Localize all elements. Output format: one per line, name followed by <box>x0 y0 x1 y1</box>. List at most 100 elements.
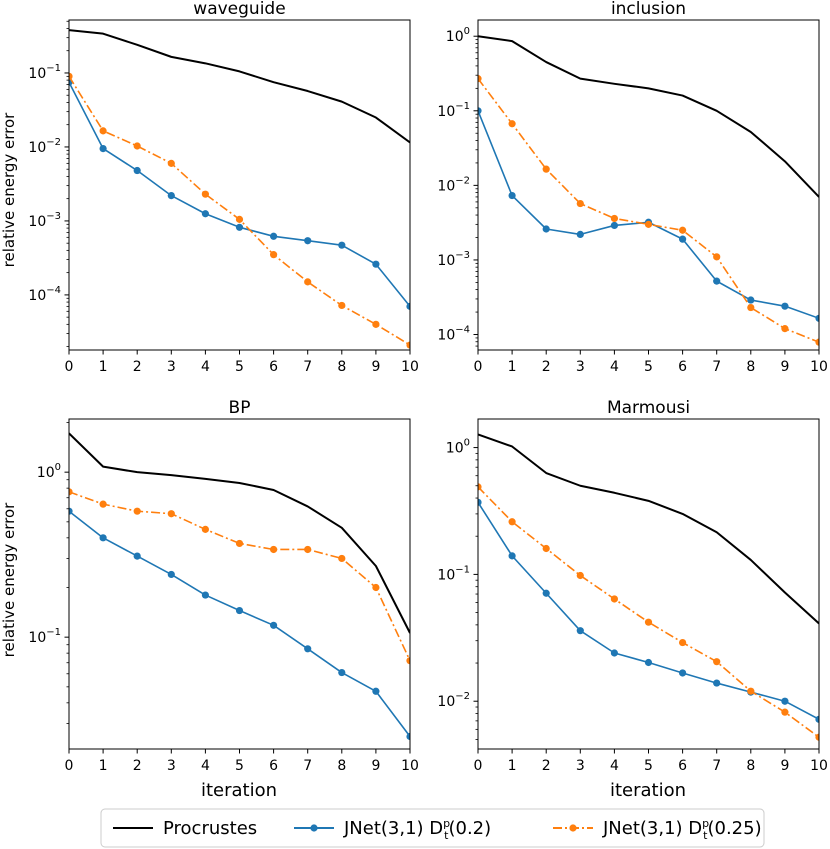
x-axis-label-bottom-right: iteration <box>610 780 686 801</box>
y-tick-label: 100 <box>446 438 470 457</box>
x-tick-label: 6 <box>269 359 278 375</box>
y-tick-label: 10−4 <box>437 325 470 344</box>
data-point <box>508 191 516 200</box>
panel-title: inclusion <box>611 0 686 19</box>
series-group <box>478 433 819 741</box>
x-tick-label: 8 <box>337 359 346 375</box>
data-point <box>542 544 550 553</box>
data-point <box>99 534 107 542</box>
data-point <box>99 127 107 135</box>
x-tick-label: 4 <box>610 758 619 774</box>
x-tick-label: 6 <box>678 758 687 774</box>
x-tick-label: 9 <box>780 758 789 774</box>
data-point <box>270 545 278 554</box>
data-point <box>372 583 380 592</box>
data-point <box>201 190 209 198</box>
plot-frame <box>68 418 411 750</box>
series-line-3 <box>69 75 410 346</box>
panel-2: inclusion 100 10−1 10−2 10−3 10−40 1 2 3 4 5 6 7 8 9 10 <box>437 0 827 375</box>
data-point <box>542 225 550 233</box>
data-point <box>713 679 721 687</box>
y-tick-label: 100 <box>37 462 61 481</box>
x-tick-label: 6 <box>678 359 687 375</box>
x-tick-label: 3 <box>167 359 176 375</box>
y-axis-label-top-left: relative energy error <box>0 112 18 268</box>
data-point <box>781 697 789 705</box>
data-point <box>644 658 653 667</box>
data-point <box>478 107 482 115</box>
panel-title: waveguide <box>193 0 285 19</box>
data-point <box>679 226 687 234</box>
data-point <box>99 500 107 508</box>
y-tick-label: 10−1 <box>28 627 61 646</box>
x-tick-label: 5 <box>644 359 653 375</box>
x-tick-label: 0 <box>474 359 483 375</box>
data-point <box>610 214 619 223</box>
data-point <box>304 545 312 554</box>
x-tick-label: 2 <box>542 758 551 774</box>
legend-frame <box>100 808 765 848</box>
data-point <box>270 232 278 240</box>
data-point <box>338 241 346 249</box>
x-tick-label: 10 <box>401 359 419 375</box>
legend-marker <box>310 824 318 832</box>
x-tick-label: 3 <box>576 758 585 774</box>
series-line-3 <box>478 486 819 738</box>
data-point <box>478 483 482 491</box>
data-point <box>406 341 410 349</box>
x-tick-label: 1 <box>508 758 517 774</box>
legend-entry-2: JNet(3,1) Dp t(0.2) <box>294 817 491 842</box>
x-tick-label: 1 <box>99 359 108 375</box>
x-tick-label: 4 <box>201 758 210 774</box>
x-tick-label: 8 <box>337 758 346 774</box>
y-tick-label: 10−2 <box>437 175 470 194</box>
data-point <box>406 732 410 741</box>
x-tick-label: 5 <box>235 359 244 375</box>
data-point <box>508 120 516 128</box>
data-point <box>610 595 619 603</box>
data-point <box>270 251 278 259</box>
x-tick-label: 4 <box>610 359 619 375</box>
data-point <box>167 570 175 579</box>
data-point <box>815 338 819 346</box>
data-point <box>201 525 209 533</box>
legend-label: Procrustes <box>163 818 257 839</box>
data-point <box>508 518 516 526</box>
data-point <box>478 498 482 506</box>
series-line-2 <box>69 81 410 307</box>
data-point <box>372 320 380 328</box>
series-line-1 <box>69 432 410 634</box>
x-tick-label: 10 <box>810 758 828 774</box>
y-tick-label: 10−3 <box>28 211 61 230</box>
y-tick-label: 10−3 <box>437 250 470 269</box>
series-line-1 <box>478 433 819 625</box>
data-point <box>610 649 619 657</box>
x-tick-label: 5 <box>644 758 653 774</box>
y-tick-label: 100 <box>446 26 470 45</box>
legend-marker <box>569 824 577 832</box>
plot-frame <box>477 19 820 351</box>
y-tick-label: 10−2 <box>28 137 61 156</box>
series-line-3 <box>69 491 410 662</box>
data-point <box>610 221 619 230</box>
x-tick-label: 2 <box>133 758 142 774</box>
legend-label: JNet(3,1) Dp t(0.25) <box>602 817 762 842</box>
data-point <box>133 507 141 515</box>
legend-label: JNet(3,1) Dp t(0.2) <box>343 817 491 842</box>
data-point <box>576 571 584 580</box>
data-point <box>747 296 755 304</box>
data-point <box>747 303 755 312</box>
plot-frame <box>68 19 411 351</box>
x-tick-label: 7 <box>303 758 312 774</box>
data-point <box>576 199 584 208</box>
data-point <box>781 325 789 333</box>
x-tick-label: 0 <box>474 758 483 774</box>
data-point <box>713 277 721 285</box>
y-tick-label: 10−2 <box>437 691 470 710</box>
data-point <box>235 223 244 231</box>
data-point <box>542 165 550 173</box>
data-point <box>167 191 175 200</box>
data-point <box>679 638 687 647</box>
data-point <box>201 591 209 599</box>
x-axis-label-bottom-left: iteration <box>201 780 277 801</box>
